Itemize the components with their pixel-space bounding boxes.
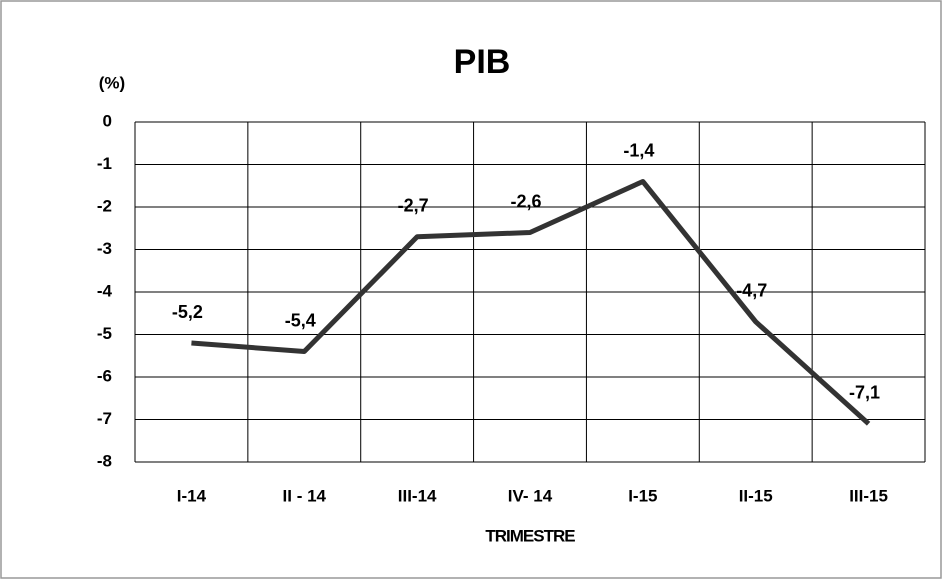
- x-tick-label: I-14: [177, 486, 207, 505]
- data-label: -5,4: [285, 310, 316, 330]
- chart-title: PIB: [454, 43, 511, 81]
- y-axis-label: (%): [99, 73, 125, 92]
- data-label: -1,4: [623, 140, 654, 160]
- y-tick-label: -3: [97, 239, 112, 258]
- x-tick-label: III-15: [849, 486, 888, 505]
- y-tick-label: -5: [97, 324, 112, 343]
- x-tick-label: III-14: [398, 486, 437, 505]
- data-label: -4,7: [736, 281, 767, 301]
- y-tick-label: -8: [97, 451, 112, 470]
- data-line: [191, 179, 871, 426]
- x-tick-label: I-15: [628, 486, 657, 505]
- x-axis-label: TRIMESTRE: [485, 526, 575, 545]
- y-tick-label: 0: [103, 111, 112, 130]
- x-tick-label: IV- 14: [508, 486, 553, 505]
- y-tick-label: -2: [97, 196, 112, 215]
- data-label: -5,2: [172, 302, 203, 322]
- data-label: -2,7: [398, 196, 429, 216]
- y-tick-label: -1: [97, 154, 112, 173]
- y-tick-label: -4: [97, 281, 113, 300]
- x-tick-label: II-15: [739, 486, 773, 505]
- y-tick-label: -6: [97, 366, 112, 385]
- data-label: -7,1: [849, 383, 880, 403]
- y-tick-label: -7: [97, 409, 112, 428]
- x-tick-label: II - 14: [283, 486, 327, 505]
- data-label: -2,6: [510, 191, 541, 211]
